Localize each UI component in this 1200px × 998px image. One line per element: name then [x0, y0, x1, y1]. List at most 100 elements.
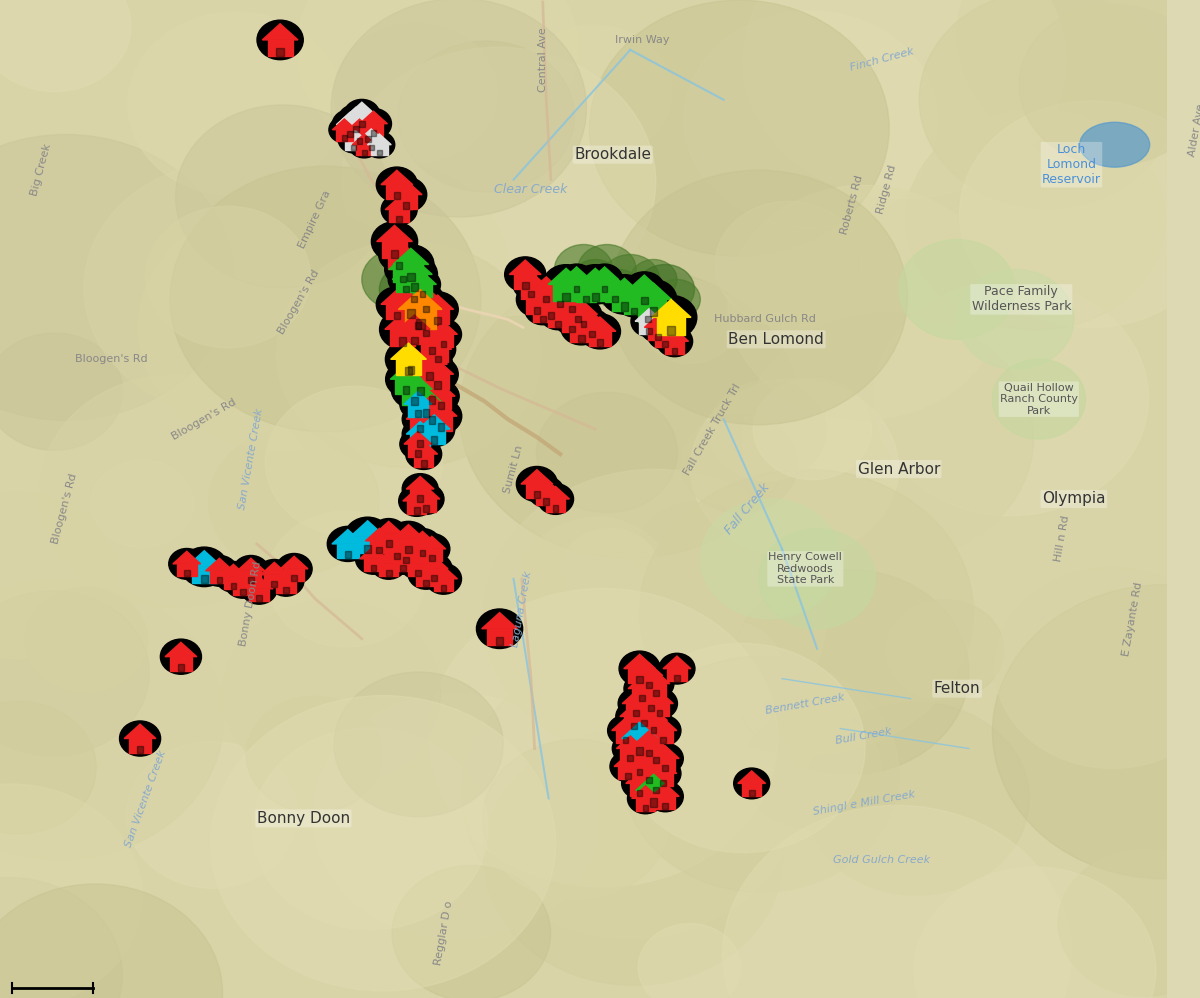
- Circle shape: [391, 254, 438, 294]
- Circle shape: [554, 284, 590, 314]
- Bar: [674, 675, 680, 682]
- Circle shape: [338, 105, 374, 135]
- Bar: [566, 279, 587, 292]
- Bar: [625, 772, 631, 779]
- Polygon shape: [412, 348, 448, 364]
- Polygon shape: [636, 283, 672, 299]
- Polygon shape: [407, 476, 434, 489]
- Circle shape: [644, 716, 680, 746]
- Bar: [434, 316, 440, 323]
- Text: Big Creek: Big Creek: [29, 143, 53, 197]
- Circle shape: [428, 589, 778, 887]
- Bar: [629, 669, 650, 683]
- Bar: [653, 731, 673, 744]
- Bar: [636, 798, 655, 811]
- Polygon shape: [404, 391, 432, 404]
- Circle shape: [394, 311, 434, 347]
- Bar: [385, 304, 408, 318]
- Circle shape: [610, 751, 646, 781]
- Circle shape: [222, 600, 440, 786]
- Bar: [169, 657, 192, 671]
- Circle shape: [601, 254, 660, 304]
- Bar: [534, 306, 540, 313]
- Circle shape: [400, 549, 436, 579]
- Circle shape: [640, 469, 973, 754]
- Bar: [551, 294, 570, 307]
- Polygon shape: [238, 558, 265, 571]
- Polygon shape: [430, 566, 457, 579]
- Bar: [352, 115, 372, 128]
- Bar: [648, 705, 654, 712]
- Circle shape: [25, 588, 148, 693]
- Circle shape: [355, 544, 391, 574]
- Circle shape: [382, 195, 418, 225]
- Circle shape: [0, 591, 149, 755]
- Polygon shape: [336, 112, 364, 125]
- Bar: [628, 754, 634, 761]
- Polygon shape: [664, 656, 691, 669]
- Polygon shape: [601, 276, 629, 289]
- Text: Glen Arbor: Glen Arbor: [858, 461, 940, 477]
- Polygon shape: [260, 562, 288, 575]
- Bar: [630, 783, 649, 796]
- Circle shape: [418, 356, 458, 392]
- Bar: [422, 429, 445, 443]
- Circle shape: [538, 484, 574, 514]
- Circle shape: [559, 264, 594, 294]
- Circle shape: [377, 167, 418, 203]
- Circle shape: [636, 706, 672, 736]
- Polygon shape: [360, 546, 388, 559]
- Circle shape: [398, 41, 575, 192]
- Polygon shape: [350, 521, 385, 537]
- Bar: [650, 307, 658, 315]
- Circle shape: [612, 734, 648, 763]
- Circle shape: [958, 0, 1200, 163]
- Bar: [404, 309, 436, 329]
- Circle shape: [560, 309, 602, 345]
- Bar: [421, 339, 443, 353]
- Bar: [650, 727, 656, 734]
- Bar: [388, 547, 407, 560]
- Polygon shape: [353, 134, 376, 145]
- Text: Olympia: Olympia: [1042, 491, 1105, 507]
- Bar: [648, 327, 668, 340]
- Circle shape: [233, 556, 269, 586]
- Text: Ben Lomond: Ben Lomond: [728, 331, 824, 347]
- Circle shape: [407, 344, 452, 384]
- Bar: [430, 416, 452, 430]
- Bar: [395, 195, 418, 209]
- Polygon shape: [407, 406, 434, 419]
- Circle shape: [266, 511, 426, 647]
- Circle shape: [341, 47, 655, 316]
- Bar: [653, 756, 659, 763]
- Circle shape: [1058, 849, 1200, 996]
- Text: Brookdale: Brookdale: [575, 147, 652, 163]
- Circle shape: [626, 699, 662, 729]
- Circle shape: [421, 398, 462, 434]
- Polygon shape: [409, 531, 437, 544]
- Polygon shape: [558, 306, 586, 319]
- Polygon shape: [402, 363, 438, 379]
- Bar: [415, 450, 421, 457]
- Bar: [514, 274, 536, 288]
- Circle shape: [379, 309, 426, 349]
- Bar: [407, 272, 414, 280]
- Bar: [574, 285, 580, 292]
- Bar: [665, 341, 684, 354]
- Bar: [364, 545, 371, 553]
- Bar: [601, 285, 607, 292]
- Polygon shape: [546, 281, 574, 294]
- Bar: [200, 575, 208, 583]
- Bar: [431, 396, 451, 409]
- Bar: [359, 121, 365, 128]
- Circle shape: [402, 404, 438, 434]
- Polygon shape: [392, 525, 425, 539]
- Bar: [424, 305, 428, 312]
- Polygon shape: [634, 296, 661, 309]
- Bar: [398, 264, 424, 280]
- Circle shape: [418, 291, 458, 327]
- Text: Alder Ave: Alder Ave: [1187, 103, 1200, 157]
- Circle shape: [0, 702, 96, 834]
- Circle shape: [334, 672, 503, 816]
- Circle shape: [138, 204, 427, 451]
